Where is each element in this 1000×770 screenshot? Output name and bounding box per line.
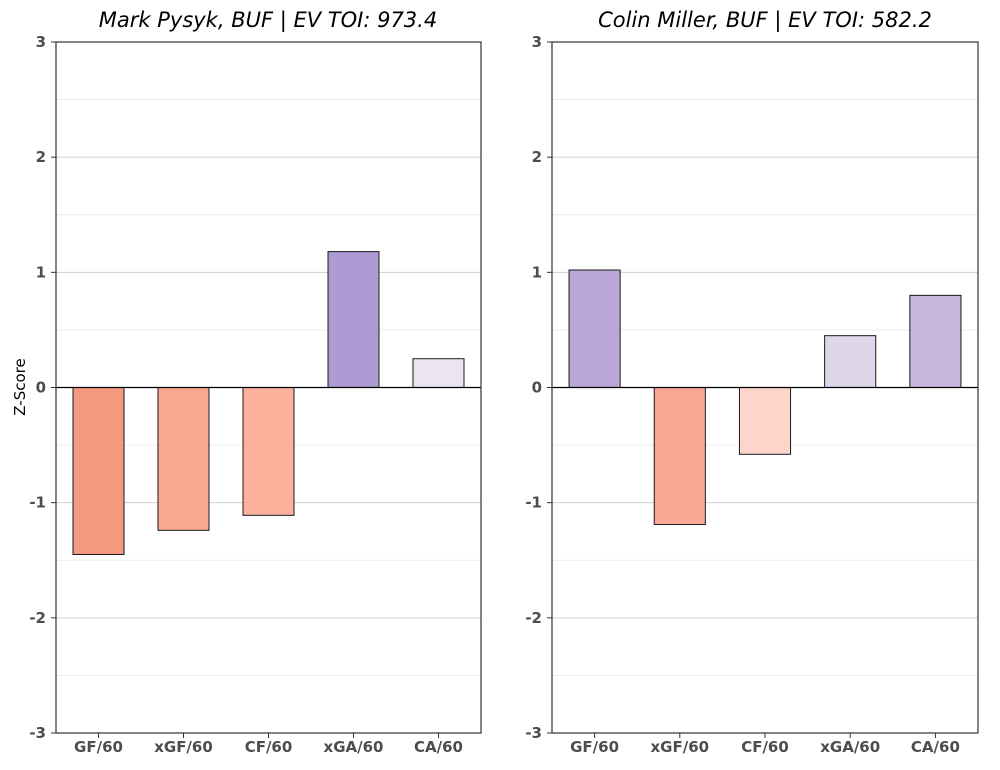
y-tick-label: 3 bbox=[532, 33, 542, 51]
x-tick-label: GF/60 bbox=[570, 738, 619, 756]
bar bbox=[327, 251, 380, 388]
bar bbox=[568, 269, 621, 388]
panel-colin-miller: Colin Miller, BUF | EV TOI: 582.2 -3 -2 -1… bbox=[525, 8, 979, 756]
y-tick-label: 2 bbox=[532, 148, 542, 166]
x-tick-label: CF/60 bbox=[741, 738, 789, 756]
y-tick-label: -3 bbox=[29, 724, 46, 742]
y-tick-label: -1 bbox=[29, 494, 46, 512]
y-tick-label: -1 bbox=[525, 494, 542, 512]
y-tick-label: 1 bbox=[36, 263, 46, 281]
x-tick-label: GF/60 bbox=[74, 738, 123, 756]
bar bbox=[653, 387, 706, 526]
panel-title: Mark Pysyk, BUF | EV TOI: 973.4 bbox=[99, 8, 437, 33]
y-axis-label: Z-Score bbox=[11, 358, 29, 415]
panel-mark-pysyk: Mark Pysyk, BUF | EV TOI: 973.4 -3 -2 -1 0 1… bbox=[29, 8, 482, 756]
y-tick-label: -2 bbox=[525, 609, 542, 627]
x-tick-label: CA/60 bbox=[414, 738, 463, 756]
bar bbox=[909, 294, 962, 388]
y-tick-label: 0 bbox=[532, 379, 542, 397]
panel-title: Colin Miller, BUF | EV TOI: 582.2 bbox=[598, 8, 932, 33]
bar bbox=[412, 358, 465, 389]
y-tick-label: -2 bbox=[29, 609, 46, 627]
x-tick-label: xGA/60 bbox=[324, 738, 384, 756]
x-tick-label: xGA/60 bbox=[820, 738, 880, 756]
panel-frame bbox=[55, 41, 482, 734]
bar bbox=[72, 387, 125, 555]
bar bbox=[157, 387, 210, 531]
y-tick-label: 2 bbox=[36, 148, 46, 166]
bar bbox=[242, 387, 295, 516]
x-tick-label: xGF/60 bbox=[154, 738, 213, 756]
panel-frame bbox=[551, 41, 979, 734]
x-tick-label: xGF/60 bbox=[651, 738, 710, 756]
bar bbox=[738, 387, 792, 455]
y-tick-label: 1 bbox=[532, 263, 542, 281]
y-tick-label: -3 bbox=[525, 724, 542, 742]
x-tick-label: CF/60 bbox=[245, 738, 293, 756]
y-tick-label: 0 bbox=[36, 379, 46, 397]
bar bbox=[824, 335, 877, 388]
y-tick-label: 3 bbox=[36, 33, 46, 51]
x-tick-label: CA/60 bbox=[911, 738, 960, 756]
